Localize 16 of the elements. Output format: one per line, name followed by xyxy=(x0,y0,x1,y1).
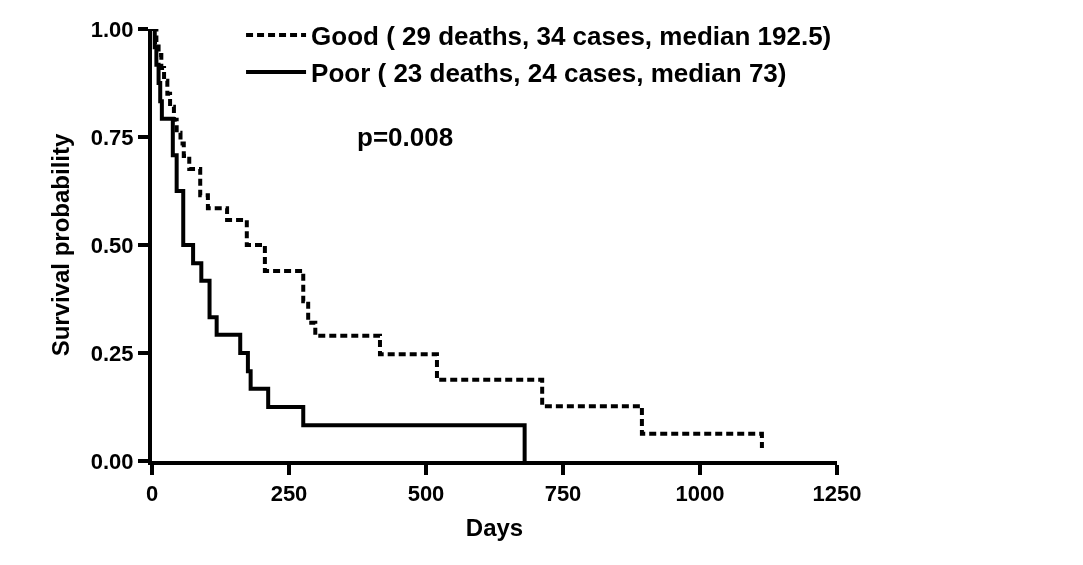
x-tick-label: 1000 xyxy=(675,481,725,507)
y-tick-label: 1.00 xyxy=(90,16,134,42)
x-tick-label: 250 xyxy=(270,481,308,507)
x-axis-title: Days xyxy=(465,514,524,542)
legend-label: Good ( 29 deaths, 34 cases, median 192.5) xyxy=(311,21,832,52)
y-tick-label: 0.75 xyxy=(90,124,134,150)
x-tick-label: 0 xyxy=(145,481,159,507)
x-tick-label: 500 xyxy=(407,481,445,507)
y-axis-title: Survival probability xyxy=(47,132,75,357)
x-tick-label: 750 xyxy=(544,481,582,507)
y-tick-label: 0.00 xyxy=(90,448,134,474)
y-tick-label: 0.50 xyxy=(90,232,134,258)
annotation: p=0.008 xyxy=(357,122,454,152)
x-tick-label: 1250 xyxy=(812,481,862,507)
y-tick-label: 0.25 xyxy=(90,340,134,366)
legend-label: Poor ( 23 deaths, 24 cases, median 73) xyxy=(311,58,787,89)
